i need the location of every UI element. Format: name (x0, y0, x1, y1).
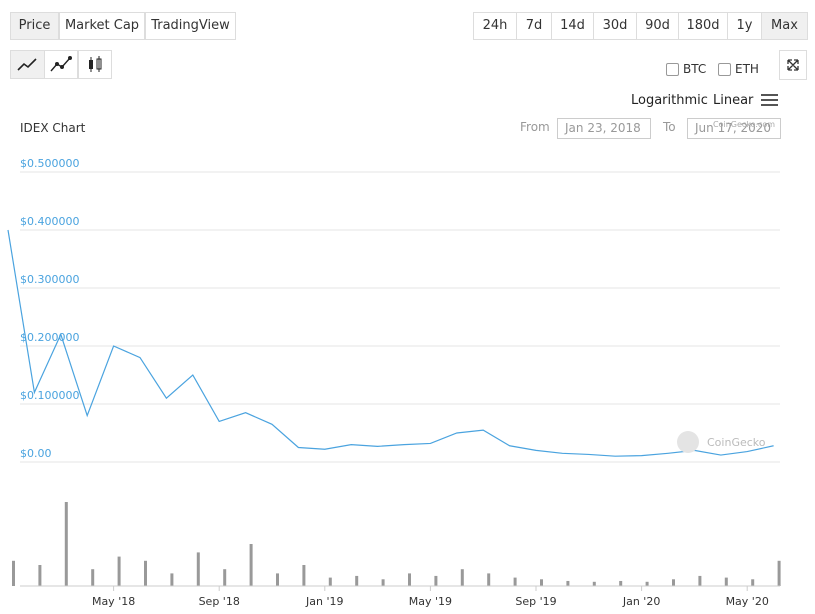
range-button[interactable]: 24h (473, 12, 517, 40)
x-tick-label: Jan '20 (622, 595, 660, 608)
x-tick-label: May '19 (409, 595, 452, 608)
checkbox-label: BTC (683, 62, 707, 76)
volume-bar (170, 573, 174, 586)
menu-icon[interactable] (760, 92, 780, 108)
points-chart-button[interactable] (44, 50, 78, 79)
icon (17, 58, 37, 71)
from-label: From (520, 120, 550, 134)
checkbox[interactable] (718, 63, 731, 76)
y-tick-label: $0.500000 (20, 157, 80, 170)
chart: $0.00 $0.100000 $0.200000 $0.300000 $0.40000… (7, 157, 781, 608)
small-watermark: CoinGecko.com (713, 120, 776, 129)
scale-option[interactable]: Linear (713, 93, 754, 108)
y-tick-label: $0.200000 (20, 331, 80, 344)
volume-bar (434, 575, 438, 586)
range-button[interactable]: 14d (551, 12, 594, 40)
icon (50, 56, 72, 72)
volume-bar (302, 565, 306, 586)
volume-bar (751, 579, 755, 586)
volume-bar (91, 569, 95, 586)
tab-button[interactable]: Market Cap (59, 12, 145, 40)
tab-button[interactable]: TradingView (145, 12, 236, 40)
volume-bar (540, 579, 543, 586)
tab-button[interactable]: Price (10, 12, 59, 40)
y-tick-label: $0.400000 (20, 215, 80, 228)
range-button[interactable]: Max (761, 12, 808, 40)
volume-bar (196, 552, 200, 586)
volume-bar (249, 544, 253, 586)
volume-bar (460, 569, 464, 586)
to-input[interactable]: Jun 17, 2020 (687, 118, 781, 139)
volume-bar (12, 560, 15, 586)
y-tick-label: $0.00 (20, 447, 52, 460)
line-chart-button[interactable] (10, 50, 45, 79)
volume-bar (487, 573, 491, 586)
checkbox[interactable] (666, 63, 679, 76)
volume-bar (381, 579, 385, 586)
volume-bar (38, 565, 42, 586)
volume-bar (355, 575, 359, 586)
volume-bar (724, 577, 728, 586)
volume-bar (645, 581, 649, 586)
chart-title: IDEX Chart (20, 121, 86, 135)
volume-bar (592, 581, 596, 586)
volume-bar (328, 577, 332, 586)
x-tick-label: May '20 (726, 595, 769, 608)
volume-bar (672, 579, 675, 586)
range-button[interactable]: 1y (727, 12, 762, 40)
checkbox-label: ETH (735, 62, 759, 76)
x-tick-label: Sep '19 (515, 595, 556, 608)
watermark-logo (677, 431, 699, 453)
to-label: To (663, 120, 676, 134)
icon (787, 59, 799, 71)
from-input[interactable]: Jan 23, 2018 (557, 118, 651, 139)
range-button[interactable]: 7d (516, 12, 552, 40)
volume-bar (777, 560, 781, 586)
y-tick-label: $0.300000 (20, 273, 80, 286)
x-tick-label: Sep '18 (199, 595, 240, 608)
scale-option[interactable]: Logarithmic (631, 93, 708, 108)
volume-bar (144, 560, 147, 586)
volume-bar (566, 580, 570, 586)
candle-chart-button[interactable] (78, 50, 112, 79)
icon (89, 56, 102, 72)
y-tick-label: $0.100000 (20, 389, 80, 402)
volume-bar (223, 569, 227, 586)
volume-bar (64, 502, 68, 586)
x-tick-label: May '18 (92, 595, 135, 608)
range-button[interactable]: 30d (593, 12, 637, 40)
volume-bar (513, 577, 517, 586)
x-tick-label: Jan '19 (305, 595, 343, 608)
range-button[interactable]: 180d (678, 12, 728, 40)
range-button[interactable]: 90d (636, 12, 679, 40)
watermark: CoinGecko (707, 436, 766, 449)
volume-bar (698, 575, 702, 586)
fullscreen-button[interactable] (779, 50, 807, 80)
volume-bar (408, 573, 411, 586)
price-line (7, 229, 774, 457)
volume-bar (619, 580, 623, 586)
volume-bar (117, 556, 121, 586)
volume-bar (276, 573, 279, 586)
